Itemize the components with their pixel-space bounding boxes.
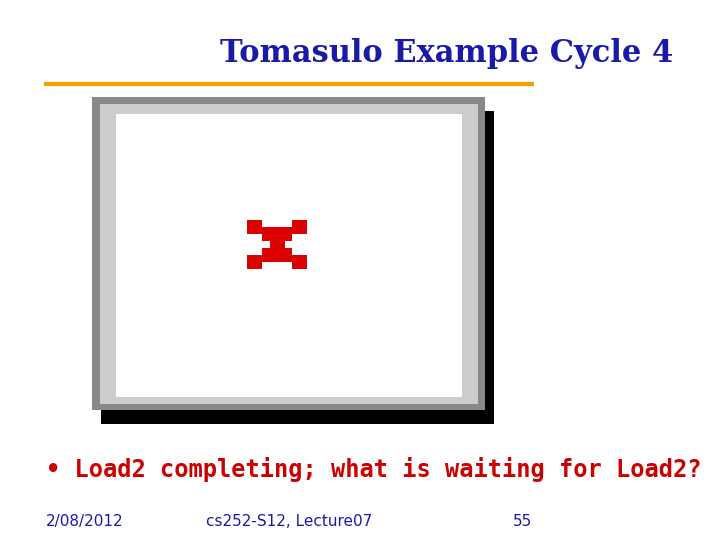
Bar [101, 111, 494, 424]
Text: • Load2 completing; what is waiting for Load2?: • Load2 completing; what is waiting for … [46, 457, 702, 482]
Text: cs252-S12, Lecture07: cs252-S12, Lecture07 [206, 514, 372, 529]
Bar [262, 255, 270, 262]
Bar [292, 227, 300, 234]
Bar [262, 248, 270, 255]
Bar [277, 227, 285, 234]
Bar [300, 220, 307, 227]
Bar [92, 97, 485, 410]
Bar [248, 262, 255, 269]
Bar [270, 248, 277, 255]
Text: Tomasulo Example Cycle 4: Tomasulo Example Cycle 4 [220, 38, 672, 69]
Bar [255, 262, 262, 269]
Text: 55: 55 [513, 514, 531, 529]
Bar [255, 227, 262, 234]
Bar [248, 227, 255, 234]
Bar [248, 255, 255, 262]
Bar [262, 234, 270, 241]
Bar [116, 114, 462, 397]
Bar [277, 255, 285, 262]
Bar [292, 220, 300, 227]
Bar [285, 234, 292, 241]
Bar [262, 227, 270, 234]
Bar [300, 262, 307, 269]
Bar [277, 234, 285, 241]
Bar [270, 234, 277, 241]
Bar [292, 262, 300, 269]
Bar [255, 220, 262, 227]
Bar [285, 227, 292, 234]
Bar [285, 248, 292, 255]
Bar [270, 241, 277, 248]
Bar [99, 104, 478, 404]
Bar [300, 255, 307, 262]
Bar [270, 227, 277, 234]
Bar [277, 241, 285, 248]
Bar [285, 255, 292, 262]
Bar [248, 220, 255, 227]
Bar [270, 255, 277, 262]
Bar [300, 227, 307, 234]
Bar [277, 248, 285, 255]
Bar [255, 255, 262, 262]
Text: 2/08/2012: 2/08/2012 [46, 514, 124, 529]
Bar [292, 255, 300, 262]
